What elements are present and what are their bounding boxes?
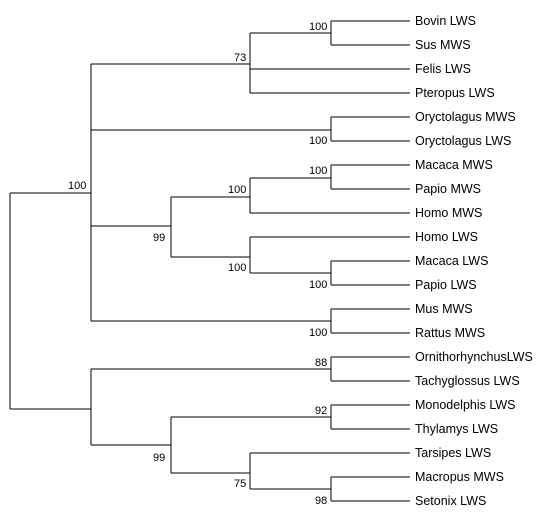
support-value: 100 xyxy=(309,135,327,147)
taxon-label: Setonix LWS xyxy=(415,494,486,508)
taxon-label: Oryctolagus MWS xyxy=(415,110,516,124)
taxon-label: Papio LWS xyxy=(415,278,477,292)
support-value: 100 xyxy=(309,21,327,33)
support-value: 100 xyxy=(68,180,86,192)
taxon-label: Tachyglossus LWS xyxy=(415,374,520,388)
taxon-label: Homo LWS xyxy=(415,230,478,244)
taxon-label: OrnithorhynchusLWS xyxy=(415,350,533,364)
taxon-label: Rattus MWS xyxy=(415,326,485,340)
taxon-label: Monodelphis LWS xyxy=(415,398,516,412)
taxon-label: Oryctolagus LWS xyxy=(415,134,511,148)
tree-branches xyxy=(9,20,410,502)
support-value: 99 xyxy=(153,452,165,464)
support-values: 100 73 100 100 100 100 99 100 100 100 88… xyxy=(68,21,327,507)
support-value: 100 xyxy=(309,327,327,339)
taxon-label: Macropus MWS xyxy=(415,470,504,484)
taxon-labels: Bovin LWS Sus MWS Felis LWS Pteropus LWS… xyxy=(415,14,533,508)
taxon-label: Bovin LWS xyxy=(415,14,476,28)
taxon-label: Tarsipes LWS xyxy=(415,446,491,460)
taxon-label: Macaca LWS xyxy=(415,254,488,268)
taxon-label: Papio MWS xyxy=(415,182,481,196)
support-value: 100 xyxy=(228,184,246,196)
support-value: 75 xyxy=(234,478,246,490)
taxon-label: Mus MWS xyxy=(415,302,473,316)
support-value: 100 xyxy=(309,165,327,177)
support-value: 100 xyxy=(228,262,246,274)
taxon-label: Homo MWS xyxy=(415,206,482,220)
support-value: 99 xyxy=(153,232,165,244)
support-value: 92 xyxy=(315,405,327,417)
taxon-label: Pteropus LWS xyxy=(415,86,495,100)
taxon-label: Sus MWS xyxy=(415,38,471,52)
support-value: 73 xyxy=(234,52,246,64)
support-value: 100 xyxy=(309,279,327,291)
support-value: 88 xyxy=(315,357,327,369)
taxon-label: Felis LWS xyxy=(415,62,471,76)
support-value: 98 xyxy=(315,495,327,507)
taxon-label: Macaca MWS xyxy=(415,158,493,172)
taxon-label: Thylamys LWS xyxy=(415,422,498,436)
